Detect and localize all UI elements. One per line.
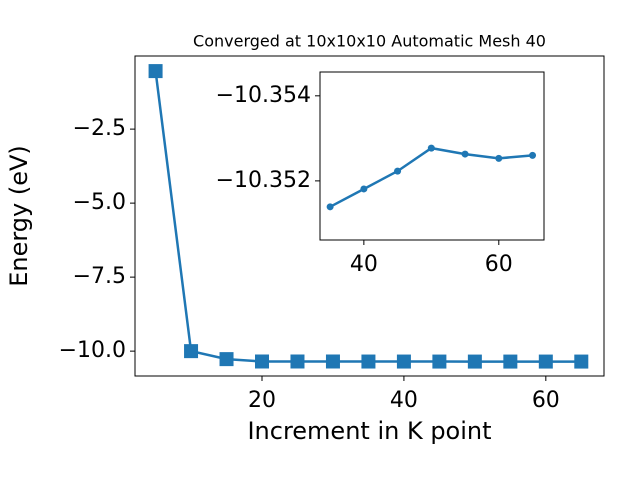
marker	[394, 167, 402, 175]
marker	[503, 354, 518, 369]
marker	[432, 354, 447, 369]
marker	[148, 64, 163, 79]
y-tick-label: −7.5	[73, 264, 126, 289]
x-axis-label: Increment in K point	[247, 417, 491, 445]
y-tick-label: −10.354	[216, 83, 311, 108]
marker	[360, 185, 368, 193]
marker	[255, 354, 270, 369]
x-tick-label: 60	[485, 252, 513, 277]
marker	[427, 144, 435, 152]
axes-frame	[319, 71, 545, 241]
marker	[467, 354, 482, 369]
marker	[461, 150, 469, 158]
x-tick-label: 40	[390, 388, 418, 413]
marker	[184, 344, 199, 359]
marker	[538, 354, 553, 369]
marker	[290, 354, 305, 369]
x-tick-label: 60	[532, 388, 560, 413]
marker	[396, 354, 411, 369]
marker	[495, 154, 503, 162]
y-tick-label: −10.0	[59, 338, 126, 363]
x-tick-label: 40	[350, 252, 378, 277]
marker	[326, 203, 334, 211]
marker	[325, 354, 340, 369]
marker	[574, 354, 589, 369]
chart-title: Converged at 10x10x10 Automatic Mesh 40	[193, 32, 546, 51]
inset-background	[320, 72, 544, 240]
y-axis-label: Energy (eV)	[5, 145, 33, 287]
marker	[361, 354, 376, 369]
x-tick-label: 20	[248, 388, 276, 413]
y-tick-label: −10.352	[216, 168, 311, 193]
y-tick-label: −2.5	[73, 116, 126, 141]
marker	[219, 352, 234, 367]
y-tick-label: −5.0	[73, 190, 126, 215]
marker	[529, 151, 537, 159]
axes-frame	[134, 55, 605, 377]
